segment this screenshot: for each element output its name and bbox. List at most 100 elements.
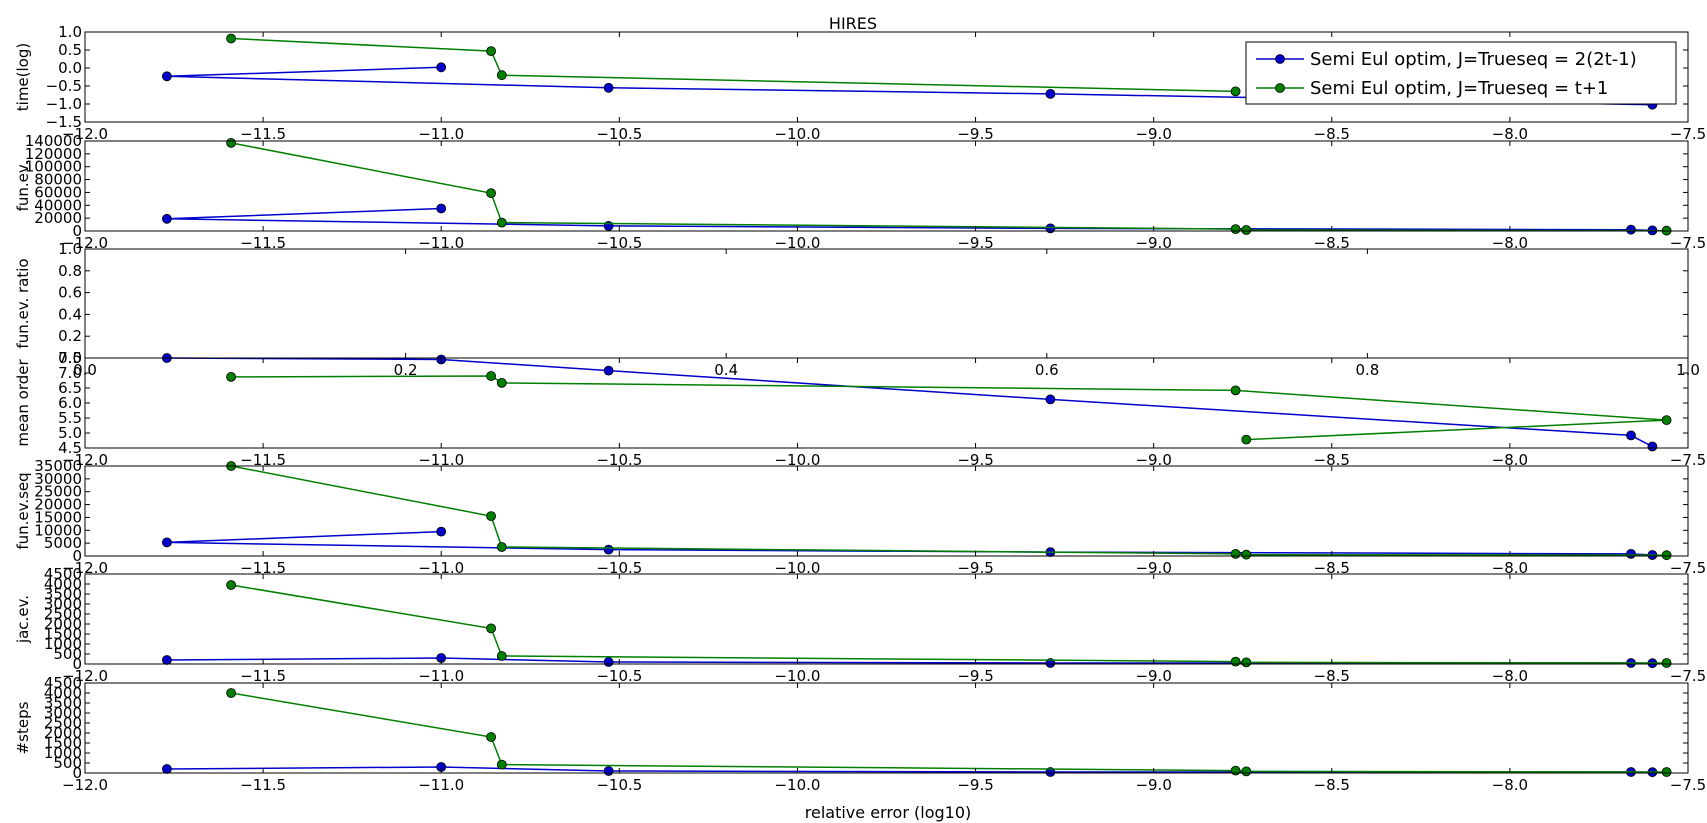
x-tick-label: −7.5: [1670, 125, 1706, 143]
y-tick-label: 1.0: [58, 23, 82, 41]
x-tick-label: −9.0: [1135, 776, 1171, 794]
subplot-6: −12.0 −11.5 −11.0 −10.5 −10.0 −9.5 −9.0 −8.5 −8.…: [14, 674, 1706, 794]
y-tick-label: 4000: [44, 575, 82, 593]
subplot-1: −12.0 −11.5 −11.0 −10.5 −10.0 −9.5 −9.0 −8.5 −8.…: [14, 132, 1706, 252]
y-tick-label: 1500: [44, 625, 82, 643]
data-point: [486, 46, 497, 56]
x-tick-label: 0.8: [1355, 361, 1379, 379]
data-point: [226, 688, 237, 698]
x-tick-label: −10.0: [774, 559, 820, 577]
x-tick-label: −11.5: [240, 125, 286, 143]
y-tick-label: 500: [53, 754, 82, 772]
data-point: [226, 371, 237, 382]
x-tick-label: −8.0: [1492, 125, 1528, 143]
x-tick-label: −9.0: [1135, 559, 1171, 577]
y-tick-label: 7.0: [58, 364, 82, 382]
data-point: [1230, 656, 1241, 667]
y-tick-label: 3000: [44, 595, 82, 613]
x-tick-label: −10.0: [774, 234, 820, 252]
x-tick-label: −8.5: [1314, 776, 1350, 794]
y-axis-label: fun.ev.seq: [14, 472, 32, 549]
x-tick-label: −12.0: [62, 234, 108, 252]
x-tick-label: −9.5: [957, 559, 993, 577]
data-point: [486, 188, 497, 199]
y-tick-label: 0.6: [58, 284, 82, 302]
y-tick-label: 4000: [44, 684, 82, 702]
subplot-5: −12.0 −11.5 −11.0 −10.5 −10.0 −9.5 −9.0 −8.5 −8.…: [14, 565, 1706, 685]
y-tick-label: 500: [53, 645, 82, 663]
x-tick-label: −9.5: [957, 234, 993, 252]
y-tick-label: 7.5: [58, 349, 82, 367]
x-tick-label: −11.0: [418, 234, 464, 252]
x-tick-label: −8.0: [1492, 667, 1528, 685]
y-tick-label: 6.5: [58, 379, 82, 397]
y-axis-label: time(log): [14, 43, 32, 111]
x-tick-label: −11.5: [240, 559, 286, 577]
legend-label-0: Semi Eul optim, J=Trueseq = 2(2t-1): [1310, 49, 1637, 70]
plot-frame: [84, 465, 1689, 557]
y-tick-label: 140000: [25, 132, 82, 150]
data-point: [161, 537, 172, 548]
data-point: [603, 220, 614, 231]
y-tick-label: 0: [72, 222, 82, 240]
data-point: [496, 217, 507, 228]
x-tick-label: −9.0: [1135, 667, 1171, 685]
data-point: [1230, 385, 1241, 396]
y-tick-label: −1.0: [46, 95, 82, 113]
series-line-1: [230, 465, 1667, 556]
y-tick-label: 6.0: [58, 394, 82, 412]
data-point: [161, 213, 172, 224]
y-axis-label: jac.ev.: [14, 595, 32, 644]
y-tick-label: 1000: [44, 744, 82, 762]
x-tick-label: −11.0: [418, 667, 464, 685]
data-point: [1241, 434, 1252, 445]
y-tick-label: 40000: [34, 196, 82, 214]
x-tick-label: −9.5: [957, 776, 993, 794]
x-tick-label: −7.5: [1670, 667, 1706, 685]
x-tick-label: −12.0: [62, 667, 108, 685]
data-point: [496, 377, 507, 388]
y-tick-label: 5.0: [58, 424, 82, 442]
x-tick-label: −8.0: [1492, 776, 1528, 794]
legend-label-1: Semi Eul optim, J=Trueseq = t+1: [1310, 78, 1608, 99]
y-tick-label: 1.0: [58, 240, 82, 258]
data-point: [1241, 766, 1252, 777]
x-tick-label: −7.5: [1670, 234, 1706, 252]
x-tick-label: −11.0: [418, 451, 464, 469]
data-point: [1661, 550, 1672, 561]
data-point: [1661, 767, 1672, 777]
series-line-1: [231, 37, 1236, 93]
data-point: [1045, 89, 1056, 99]
y-tick-label: 0.5: [58, 41, 82, 59]
legend: Semi Eul optim, J=Trueseq = 2(2t-1) Semi …: [1245, 41, 1677, 105]
y-tick-label: 0.8: [58, 262, 82, 280]
y-tick-label: 2000: [44, 724, 82, 742]
y-tick-label: 30000: [34, 470, 82, 488]
x-tick-label: −11.0: [418, 559, 464, 577]
data-point: [603, 657, 614, 667]
x-tick-label: −10.5: [596, 234, 642, 252]
data-point: [603, 766, 614, 776]
y-tick-label: 1500: [44, 734, 82, 752]
y-tick-label: 3500: [44, 694, 82, 712]
x-tick-label: −10.5: [596, 559, 642, 577]
y-tick-label: 2500: [44, 714, 82, 732]
data-point: [161, 655, 172, 665]
subplot-3: −12.0 −11.5 −11.0 −10.5 −10.0 −9.5 −9.0 −8.5 −8.…: [14, 349, 1706, 469]
legend-box: [1245, 41, 1677, 105]
series-line-1: [231, 375, 1667, 441]
x-tick-label: −11.5: [240, 451, 286, 469]
data-point: [1241, 657, 1252, 668]
data-point: [486, 623, 497, 634]
x-tick-label: −9.5: [957, 451, 993, 469]
plot-frame: [84, 682, 1689, 774]
y-tick-label: 25000: [34, 483, 82, 501]
x-tick-label: −10.5: [596, 667, 642, 685]
x-tick-label: −10.0: [774, 125, 820, 143]
data-point: [1045, 394, 1056, 405]
y-tick-label: 20000: [34, 209, 82, 227]
y-tick-label: 35000: [34, 457, 82, 475]
data-point: [161, 764, 172, 774]
x-tick-label: −11.5: [240, 234, 286, 252]
x-tick-label: −11.5: [240, 776, 286, 794]
